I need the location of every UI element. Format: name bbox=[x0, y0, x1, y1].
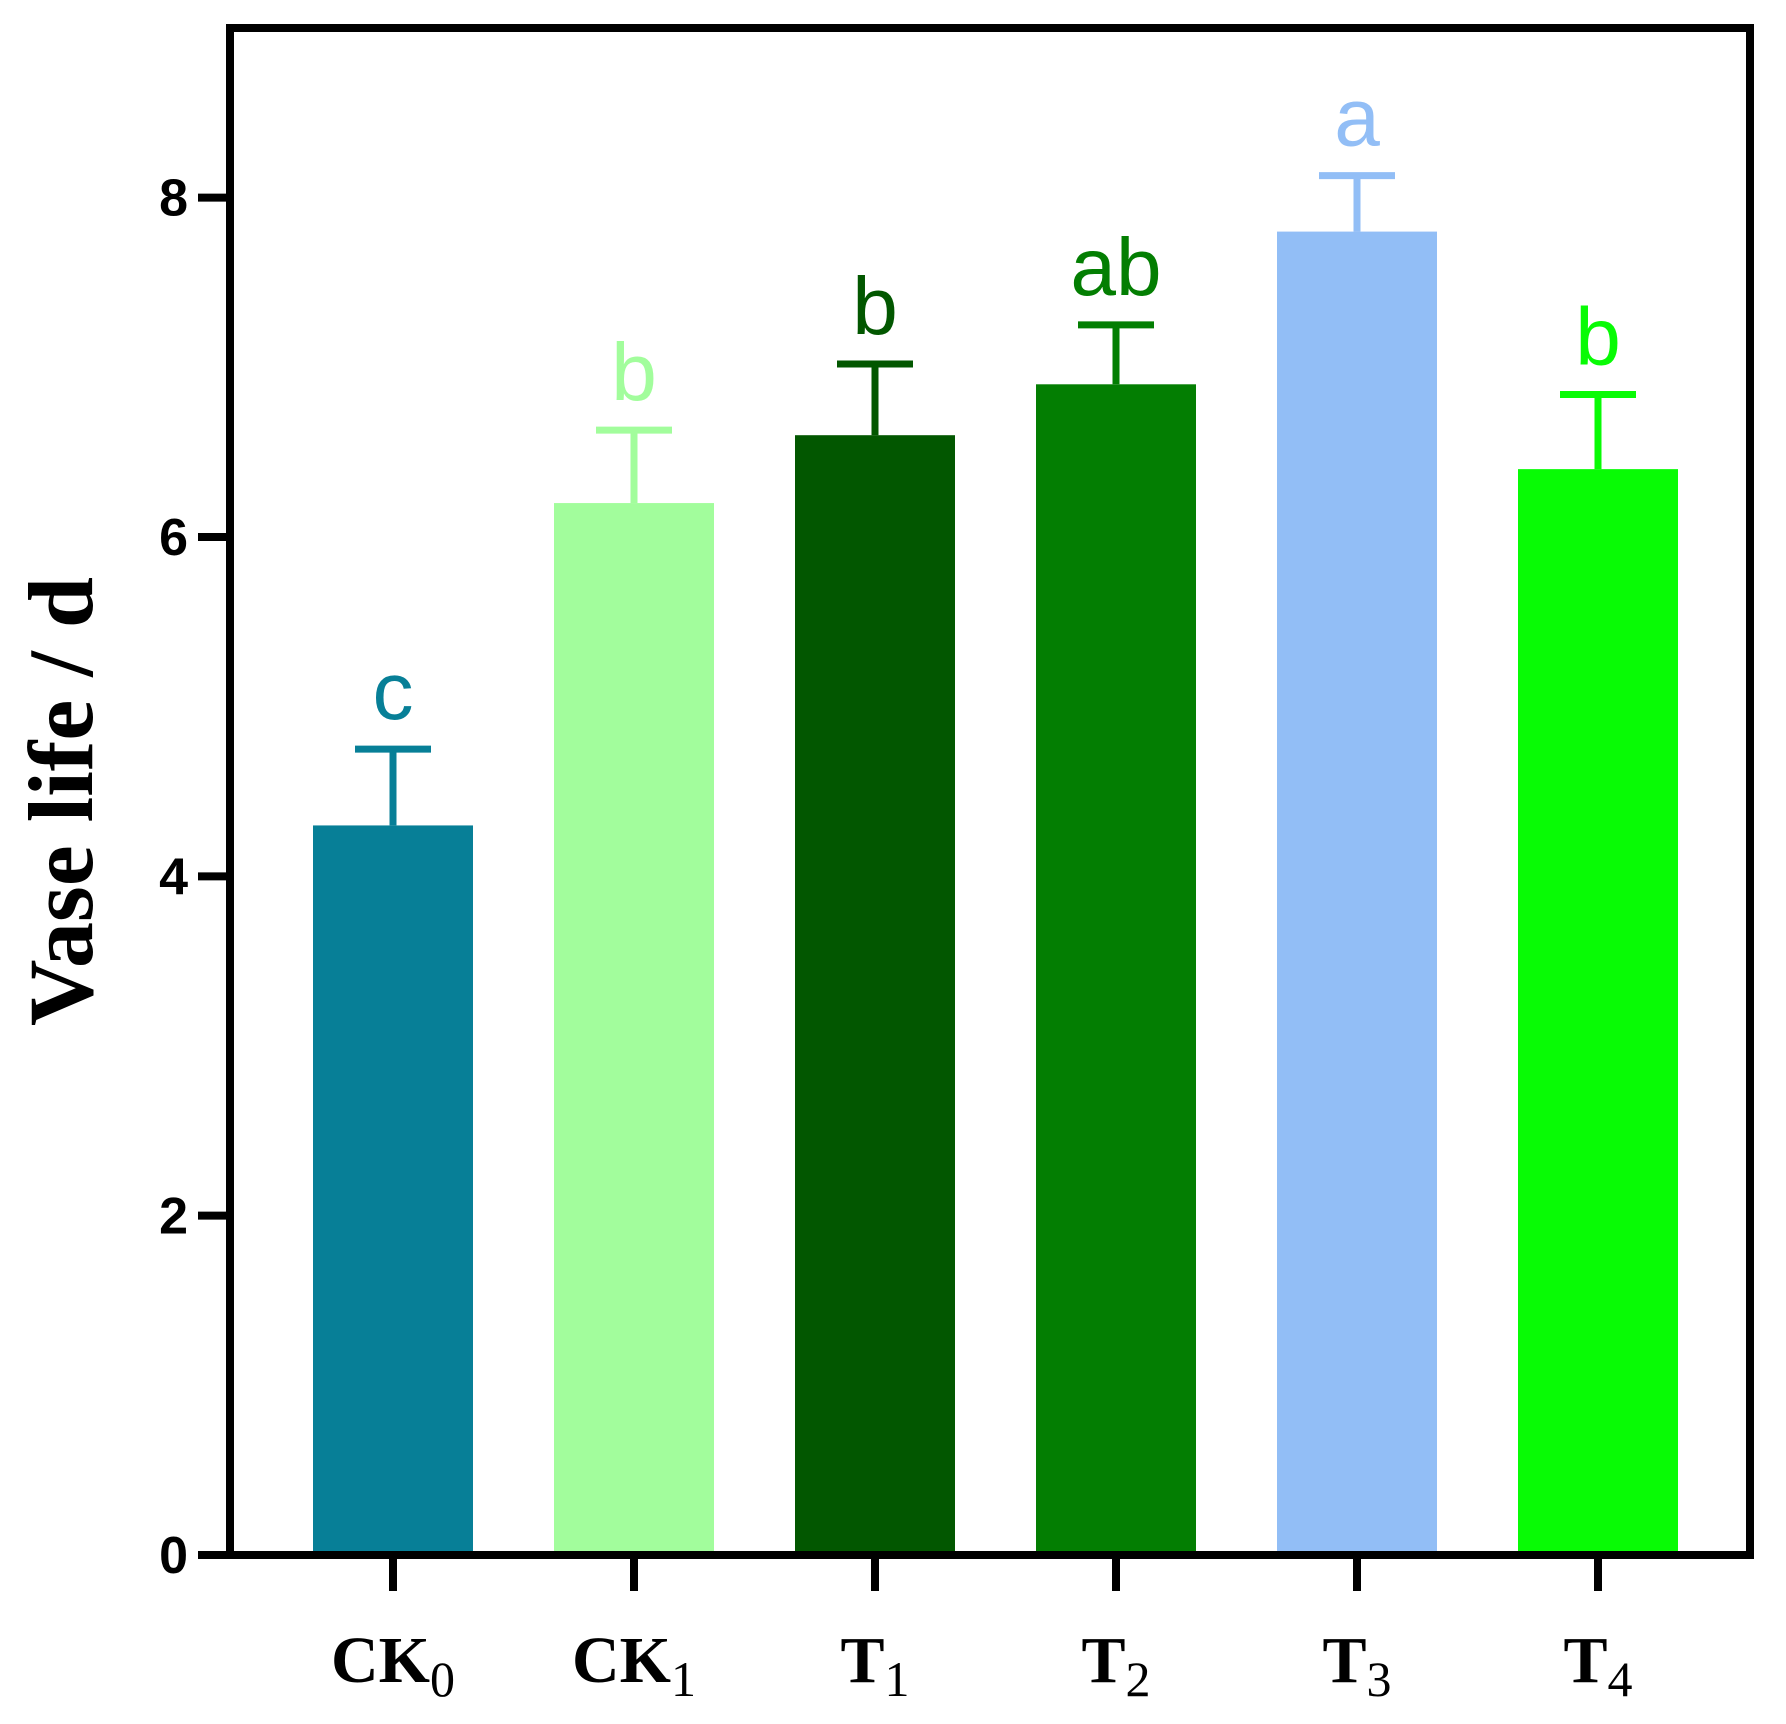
x-tick-label-subscript: 2 bbox=[1126, 1651, 1151, 1707]
error-bars-layer bbox=[355, 172, 1636, 826]
x-tick-label-subscript: 1 bbox=[671, 1651, 696, 1707]
significance-letter: b bbox=[1575, 291, 1621, 382]
y-axis-title: Vase life / d bbox=[10, 577, 112, 1026]
bars-layer bbox=[313, 231, 1678, 1552]
x-tick-label: CK0 bbox=[331, 1624, 455, 1707]
x-tick-label-subscript: 4 bbox=[1608, 1651, 1633, 1707]
x-tick-label-main: T bbox=[840, 1624, 884, 1697]
significance-letter: ab bbox=[1070, 222, 1161, 313]
x-tick-label: T2 bbox=[1081, 1624, 1150, 1707]
significance-letter: c bbox=[373, 646, 414, 737]
y-tick-label: 8 bbox=[159, 170, 188, 228]
x-tick-label: T4 bbox=[1563, 1624, 1632, 1707]
plot-frame bbox=[226, 24, 1754, 1559]
x-tick-label-main: CK bbox=[331, 1624, 430, 1697]
bar bbox=[554, 503, 714, 1552]
x-tick-label: CK1 bbox=[572, 1624, 696, 1707]
bar bbox=[1277, 231, 1437, 1552]
x-tick-label-subscript: 3 bbox=[1367, 1651, 1392, 1707]
x-tick-label: T1 bbox=[840, 1624, 909, 1707]
y-axis: 0 2 4 6 8 bbox=[159, 170, 230, 1585]
x-axis: CK0 CK1 T1 T2 T3 T4 bbox=[331, 1555, 1633, 1707]
x-tick-label-main: CK bbox=[572, 1624, 671, 1697]
y-tick-label: 2 bbox=[159, 1188, 188, 1246]
x-tick-label-main: T bbox=[1322, 1624, 1366, 1697]
x-tick-label: T3 bbox=[1322, 1624, 1391, 1707]
x-tick-label-subscript: 1 bbox=[885, 1651, 910, 1707]
x-tick-label-subscript: 0 bbox=[430, 1651, 455, 1707]
x-tick-label-main: T bbox=[1563, 1624, 1607, 1697]
bar bbox=[1518, 469, 1678, 1552]
bar bbox=[313, 825, 473, 1551]
bar bbox=[1036, 384, 1196, 1551]
x-tick-label-main: T bbox=[1081, 1624, 1125, 1697]
y-tick-label: 0 bbox=[159, 1527, 188, 1585]
significance-letter: b bbox=[611, 327, 657, 418]
significance-letter: a bbox=[1334, 73, 1380, 164]
y-tick-label: 6 bbox=[159, 509, 188, 567]
y-tick-label: 4 bbox=[159, 848, 188, 906]
bar bbox=[795, 435, 955, 1552]
significance-letter: b bbox=[852, 261, 898, 352]
